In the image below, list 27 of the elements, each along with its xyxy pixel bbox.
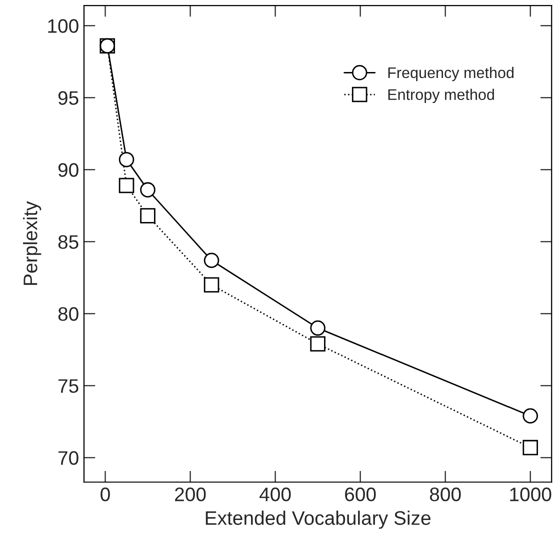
x-tick-label: 600: [345, 488, 376, 502]
y-tick-label: 85: [58, 235, 78, 249]
point: [310, 320, 326, 336]
y-tick-label: 70: [58, 451, 78, 465]
point: [522, 408, 538, 424]
point: [140, 182, 156, 198]
x-tick-label: 1000: [510, 488, 552, 502]
x-tick-label: 400: [260, 488, 291, 502]
point: [204, 277, 220, 292]
x-tick-label: 200: [175, 488, 206, 502]
point: [310, 336, 326, 352]
y-tick-label: 90: [58, 163, 78, 177]
point: [204, 252, 220, 268]
point: [140, 208, 156, 224]
point: [522, 440, 538, 456]
point: [118, 152, 134, 168]
point: [118, 178, 134, 194]
x-axis-title: Extended Vocabulary Size: [206, 510, 430, 529]
y-axis-title: Perplexity: [23, 201, 42, 285]
x-tick-label: 800: [430, 488, 461, 502]
legend-label: Entropy method: [388, 88, 494, 104]
y-tick-label: 100: [48, 19, 78, 33]
y-tick-label: 80: [58, 307, 78, 321]
legend-label: Frequency method: [388, 66, 514, 82]
y-tick-label: 95: [58, 91, 78, 105]
y-tick-label: 75: [58, 379, 78, 393]
x-tick-label: 0: [100, 488, 110, 502]
